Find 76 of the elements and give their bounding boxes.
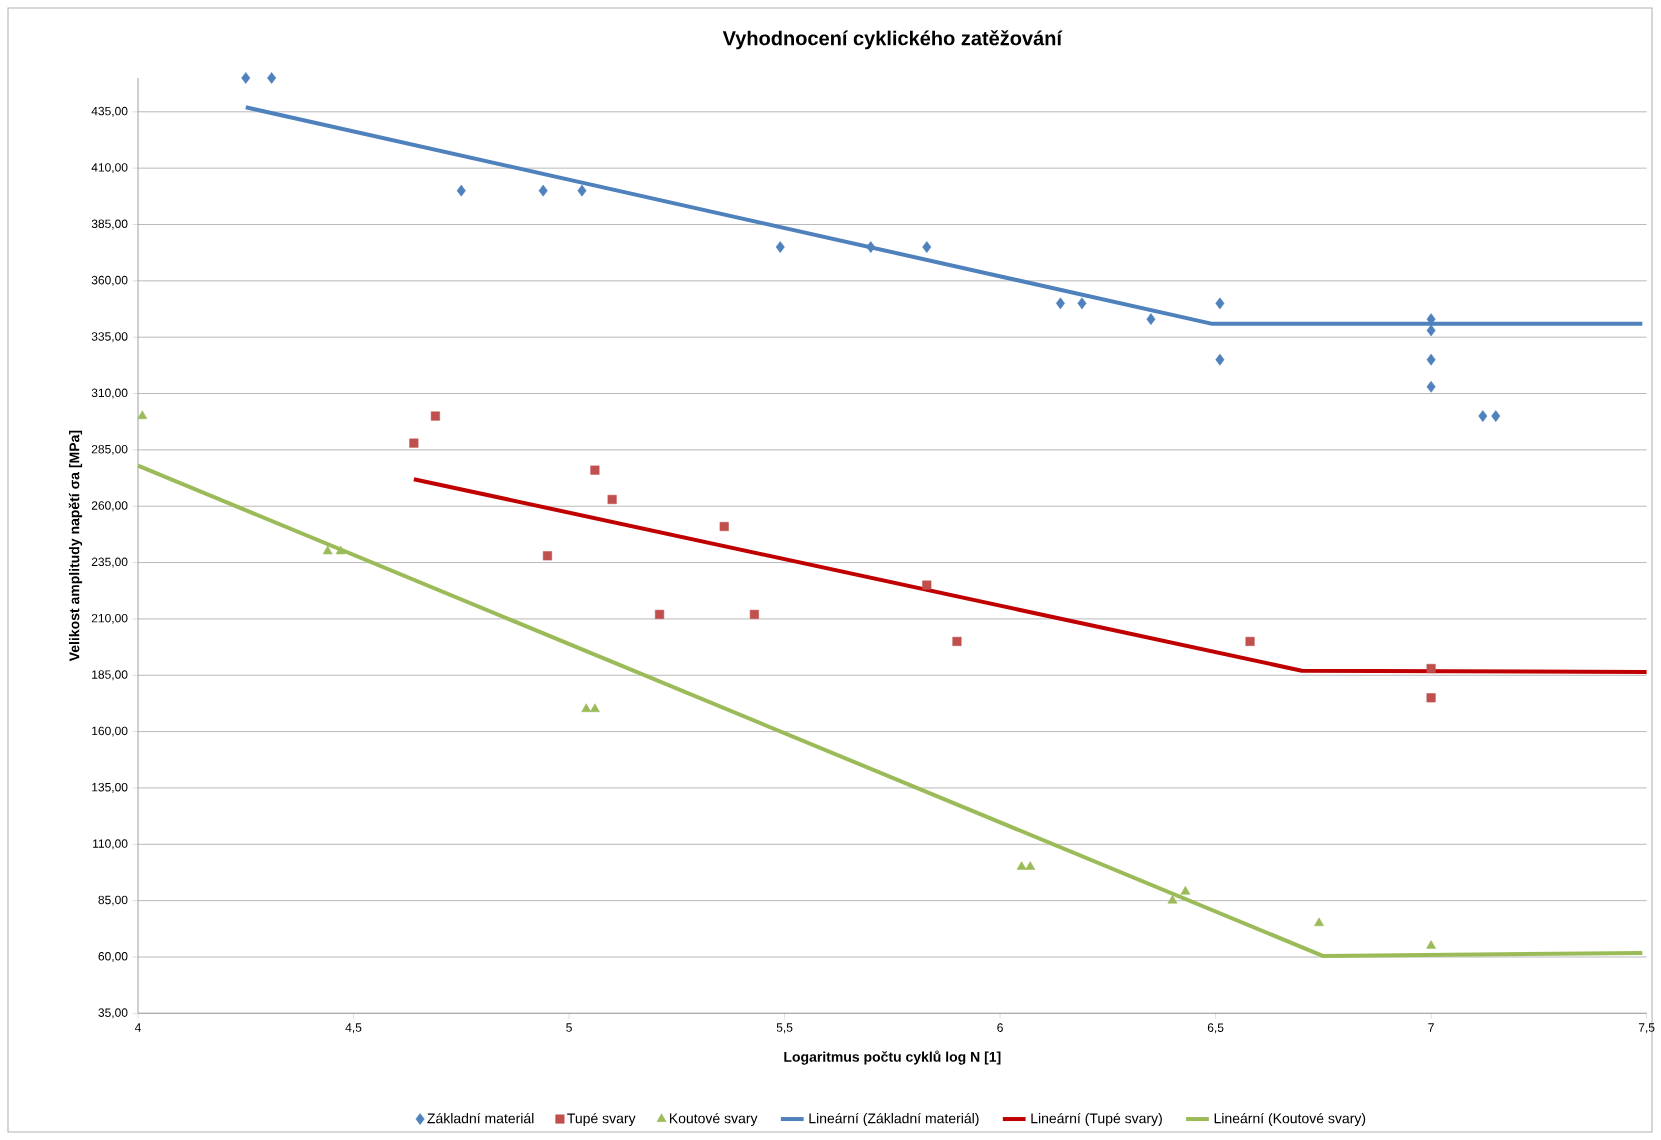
point — [335, 545, 346, 555]
y-tick-label: 360,00 — [91, 275, 128, 286]
point — [1180, 886, 1191, 895]
y-tick-label: 135,00 — [92, 782, 128, 793]
point — [137, 410, 148, 419]
point — [1167, 895, 1178, 904]
x-tick-label: 5,5 — [776, 1023, 793, 1034]
legend-label: Lineární (Základní materiál) — [809, 1112, 979, 1127]
point — [922, 241, 932, 253]
legend-label: Lineární (Koutové svary) — [1214, 1112, 1366, 1127]
point — [1025, 861, 1036, 870]
point — [577, 184, 587, 197]
point — [1055, 297, 1065, 310]
x-tick-label: 6,5 — [1207, 1023, 1224, 1034]
legend-label: Tupé svary — [567, 1112, 636, 1127]
point — [538, 184, 548, 197]
point — [922, 580, 932, 590]
point — [1314, 917, 1324, 927]
point — [655, 609, 665, 619]
point — [719, 521, 729, 532]
point — [775, 241, 785, 253]
y-tick-label: 85,00 — [98, 895, 128, 906]
y-tick-label: 60,00 — [98, 952, 128, 962]
point — [1146, 313, 1156, 326]
point — [322, 545, 333, 555]
point — [581, 703, 592, 712]
point — [456, 184, 466, 197]
x-axis-title: Logaritmus počtu cyklů log N [1] — [784, 1050, 1001, 1065]
legend-label: Koutové svary — [669, 1112, 758, 1127]
point — [866, 241, 876, 253]
point — [1077, 297, 1087, 310]
point — [590, 465, 600, 475]
y-tick-label: 210,00 — [91, 613, 128, 624]
point — [1478, 410, 1488, 422]
chart-title: Vyhodnocení cyklického zatěžování — [722, 30, 1063, 50]
point — [267, 72, 277, 84]
point — [1426, 380, 1436, 393]
point — [1016, 861, 1027, 870]
x-tick-label: 5 — [566, 1023, 572, 1032]
point — [542, 551, 553, 561]
y-tick-label: 260,00 — [91, 501, 128, 512]
point — [1215, 353, 1225, 366]
x-tick-label: 4,5 — [345, 1023, 362, 1034]
point — [1215, 297, 1225, 310]
point — [409, 438, 419, 448]
point — [1426, 693, 1436, 703]
x-tick-label: 4 — [134, 1023, 141, 1032]
y-tick-label: 110,00 — [93, 839, 128, 850]
point — [1491, 410, 1501, 422]
point — [241, 72, 251, 84]
x-tick-label: 7 — [1428, 1023, 1434, 1032]
y-tick-label: 435,00 — [91, 106, 128, 117]
point — [952, 636, 962, 646]
x-tick-label: 6 — [997, 1023, 1003, 1032]
y-tick-label: 285,00 — [91, 444, 128, 455]
point — [430, 411, 440, 421]
y-tick-label: 160,00 — [92, 726, 128, 737]
y-tick-label: 235,00 — [91, 557, 128, 568]
legend-label: Základní materiál — [427, 1112, 534, 1124]
y-tick-label: 185,00 — [92, 670, 128, 681]
point — [590, 703, 600, 712]
y-tick-label: 335,00 — [91, 332, 128, 343]
point — [607, 494, 617, 504]
y-axis-title: Velikost amplitudy napětí σa [MPa] — [68, 430, 83, 662]
y-tick-label: 35,00 — [98, 1008, 128, 1019]
y-tick-label: 410,00 — [91, 163, 128, 174]
point — [1426, 353, 1436, 366]
y-tick-label: 385,00 — [91, 219, 128, 230]
point — [1426, 324, 1436, 337]
y-tick-label: 310,00 — [91, 388, 128, 399]
legend-label: Lineární (Tupé svary) — [1031, 1112, 1162, 1127]
point — [749, 609, 759, 619]
point — [1245, 636, 1255, 646]
point — [1426, 940, 1436, 949]
point — [1426, 663, 1436, 674]
x-tick-label: 7,5 — [1638, 1023, 1655, 1034]
